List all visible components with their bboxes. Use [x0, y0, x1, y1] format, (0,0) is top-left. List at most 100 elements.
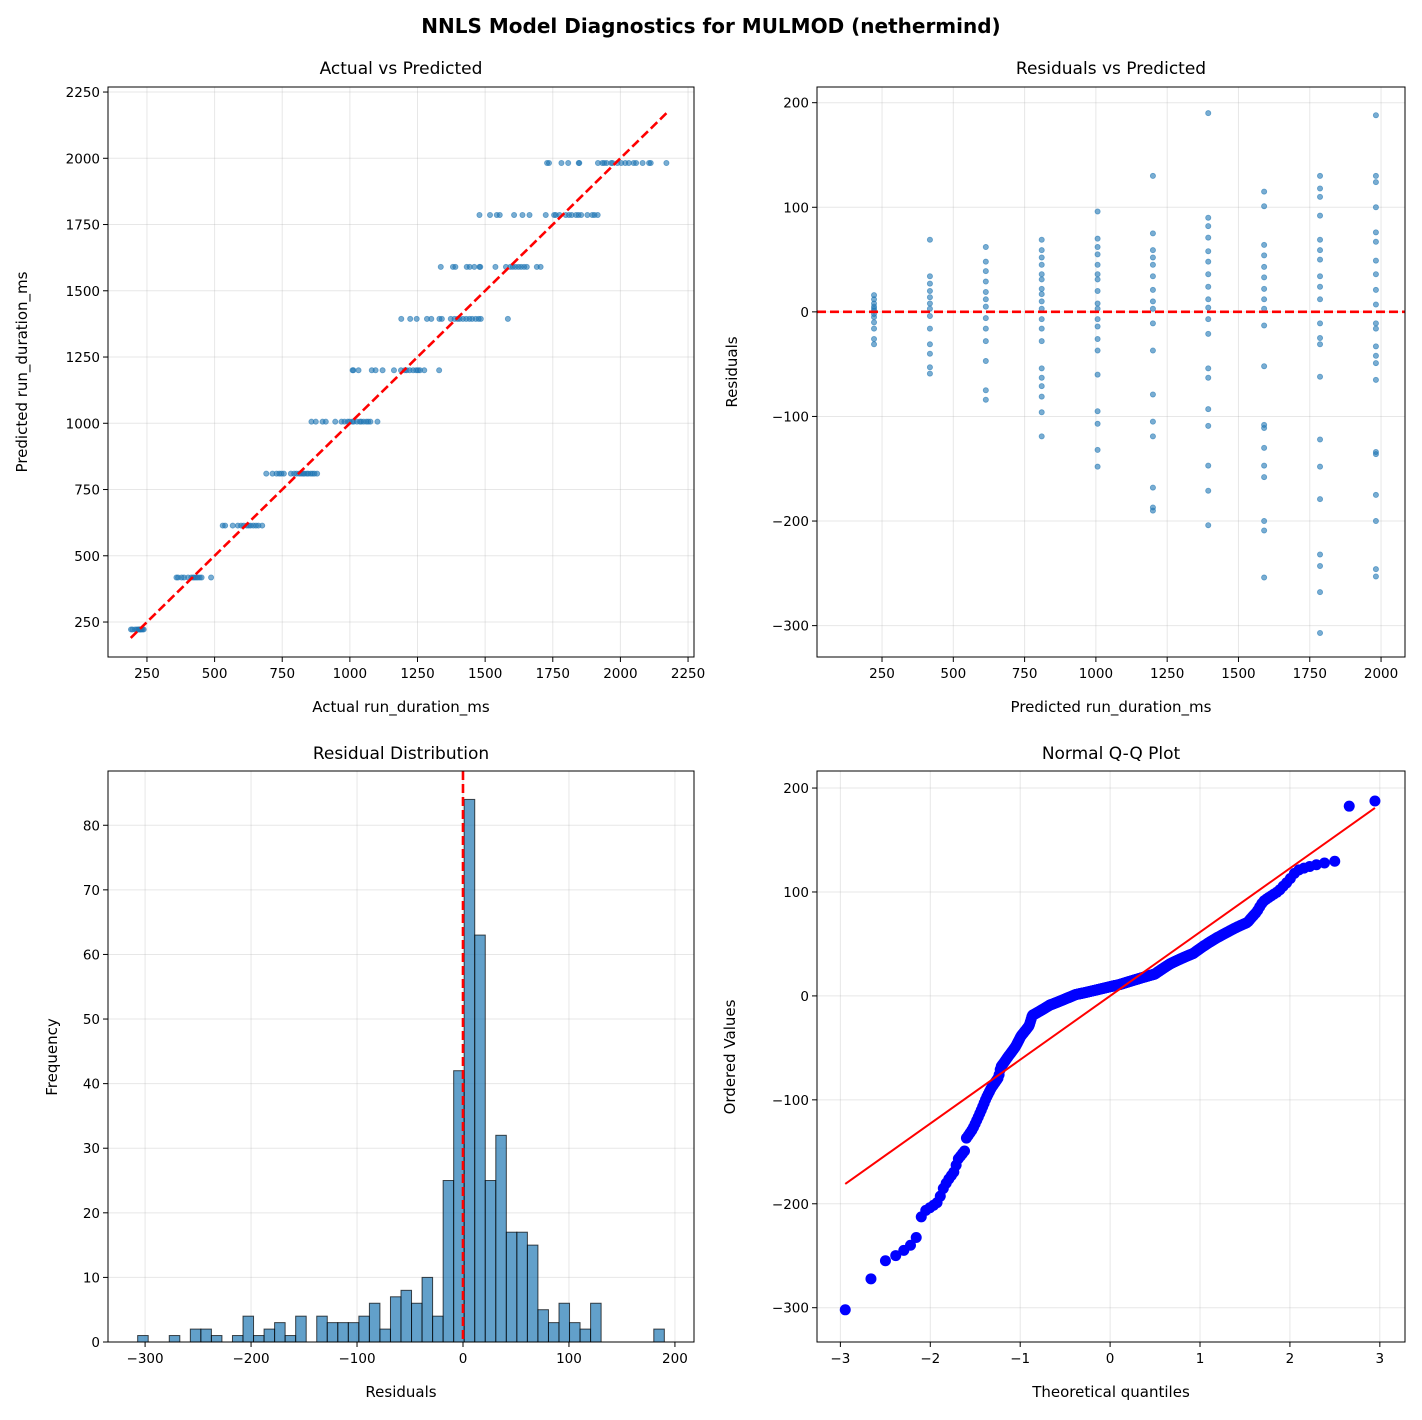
data-point	[1149, 391, 1156, 398]
y-tick-label: −300	[772, 619, 809, 635]
data-point	[871, 336, 878, 343]
y-axis-label: Residuals	[723, 336, 741, 407]
data-point	[1317, 463, 1324, 470]
x-tick-label: 200	[662, 1351, 688, 1367]
qq-point	[910, 1231, 922, 1243]
data-point	[229, 522, 236, 529]
histogram-bar	[168, 1335, 181, 1343]
data-point	[646, 160, 653, 167]
data-point	[1261, 263, 1268, 270]
data-point	[1317, 341, 1324, 348]
data-point	[1094, 316, 1101, 323]
histogram-bar	[189, 1328, 202, 1343]
data-point	[1317, 436, 1324, 443]
histogram-bar	[537, 1309, 549, 1343]
data-point	[449, 263, 456, 270]
histogram-bar	[505, 1231, 518, 1343]
data-point	[1094, 323, 1101, 330]
x-axis-label: Theoretical quantiles	[1031, 1383, 1190, 1401]
data-point	[926, 341, 933, 348]
data-point	[487, 211, 494, 218]
x-tick-label: 0	[459, 1351, 468, 1367]
data-point	[1038, 291, 1045, 298]
histogram-bar	[295, 1315, 307, 1343]
data-point	[1038, 298, 1045, 305]
data-point	[663, 160, 670, 167]
data-point	[1205, 271, 1212, 278]
data-point	[1372, 376, 1379, 383]
x-tick-label: 500	[940, 666, 966, 682]
data-point	[1205, 487, 1212, 494]
data-point	[1149, 172, 1156, 179]
data-point	[926, 325, 933, 332]
data-point	[1261, 444, 1268, 451]
data-point	[1261, 462, 1268, 469]
data-point	[287, 470, 294, 477]
data-point	[1038, 247, 1045, 254]
data-point	[1317, 335, 1324, 342]
data-point	[871, 314, 878, 321]
data-point	[338, 418, 345, 425]
data-point	[1261, 296, 1268, 303]
data-point	[926, 350, 933, 357]
data-point	[1317, 589, 1324, 596]
data-point	[982, 387, 989, 394]
data-point	[436, 315, 443, 322]
data-point	[1038, 271, 1045, 278]
y-tick-label: 30	[83, 1141, 100, 1157]
data-point	[982, 325, 989, 332]
data-point	[1261, 527, 1268, 534]
x-tick-label: 100	[556, 1351, 582, 1367]
data-point	[1094, 446, 1101, 453]
data-point	[589, 211, 596, 218]
data-point	[1261, 574, 1268, 581]
x-tick-label: 1250	[400, 666, 434, 682]
y-axis-label: Predicted run_duration_ms	[13, 271, 32, 472]
data-point	[1038, 433, 1045, 440]
data-point	[308, 418, 315, 425]
histogram-bar	[253, 1335, 265, 1343]
histogram-bar	[653, 1328, 665, 1343]
data-point	[926, 273, 933, 280]
data-point	[1094, 235, 1101, 242]
data-point	[1038, 285, 1045, 292]
x-tick-label: 2250	[671, 666, 705, 682]
data-point	[1038, 338, 1045, 345]
qq-point	[1329, 855, 1341, 867]
axes-frame	[816, 770, 1406, 1343]
data-point	[926, 287, 933, 294]
data-point	[982, 288, 989, 295]
histogram-bar	[590, 1302, 602, 1343]
data-point	[1317, 185, 1324, 192]
data-point	[1149, 320, 1156, 327]
data-point	[1038, 276, 1045, 283]
x-tick-label: 3	[1376, 1351, 1385, 1367]
y-tick-label: 10	[83, 1270, 100, 1286]
data-point	[1205, 422, 1212, 429]
histogram-bar	[442, 1180, 455, 1343]
histogram-bar	[210, 1335, 223, 1343]
data-point	[871, 325, 878, 332]
data-point	[1149, 230, 1156, 237]
data-point	[1094, 463, 1101, 470]
data-point	[1372, 491, 1379, 498]
y-tick-label: −300	[772, 1301, 809, 1317]
y-tick-label: −100	[772, 409, 809, 425]
data-point	[1149, 305, 1156, 312]
data-point	[413, 315, 420, 322]
data-point	[1372, 286, 1379, 293]
data-point	[1094, 371, 1101, 378]
data-point	[926, 236, 933, 243]
y-tick-label: 750	[74, 483, 100, 499]
x-tick-label: 750	[269, 666, 295, 682]
data-point	[1372, 518, 1379, 525]
histogram-bar	[337, 1322, 349, 1343]
y-tick-label: 1000	[66, 416, 100, 432]
data-point	[1205, 258, 1212, 265]
y-tick-label: 60	[83, 947, 100, 963]
y-tick-label: 40	[83, 1077, 100, 1093]
data-point	[1317, 563, 1324, 570]
data-point	[1317, 629, 1324, 636]
data-point	[575, 160, 582, 167]
